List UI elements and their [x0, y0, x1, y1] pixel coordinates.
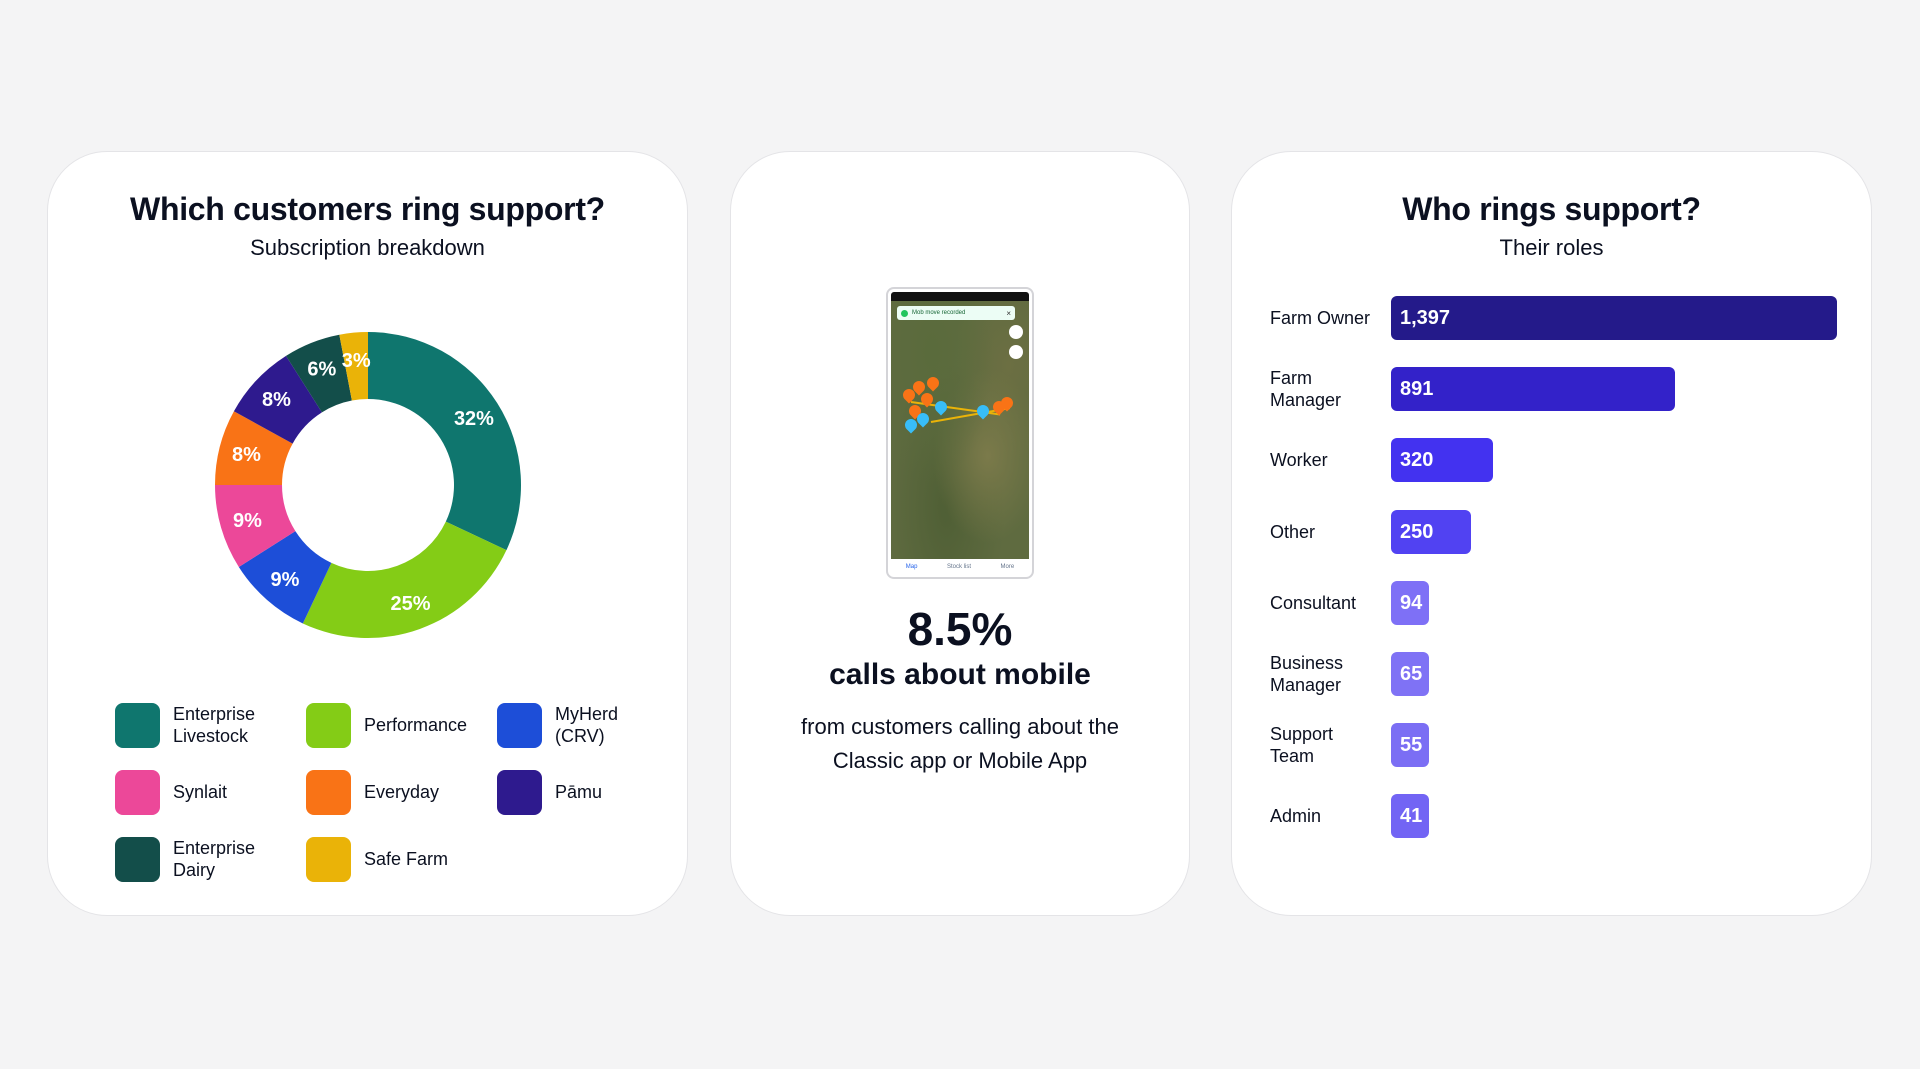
legend-label: Synlait	[173, 782, 228, 802]
donut-slice-p-mu	[233, 355, 322, 444]
nav-stock-list: Stock list	[946, 563, 971, 570]
legend-label: MyHerd (CRV)	[555, 704, 619, 746]
legend-label: Pāmu	[555, 782, 603, 802]
bar-value-label: 320	[1400, 449, 1434, 472]
bar-farm-owner: 1,397	[1391, 296, 1837, 340]
legend-item: Enterprise Dairy	[115, 836, 305, 882]
legend-label: Enterprise Livestock	[173, 704, 256, 746]
satellite-map: Mob move recorded ×	[891, 301, 1029, 559]
donut-slice-label: 32%	[454, 408, 494, 430]
legend-label: Everyday	[364, 782, 440, 802]
donut-slice-label: 8%	[262, 389, 291, 411]
legend-item: Everyday	[306, 769, 496, 815]
roles-card: Who rings support? Their roles Farm Owne…	[1231, 151, 1872, 916]
bar-value-label: 55	[1400, 734, 1423, 757]
bar-value-label: 94	[1400, 591, 1423, 614]
donut-slice-myherd-crv-	[238, 531, 332, 624]
bar-admin: 41	[1391, 794, 1429, 839]
donut-slice-performance	[302, 521, 507, 638]
subscription-donut-chart: 32% 25% 9% 9% 8% 8% 6% 3%	[215, 332, 521, 638]
mob-move-toast: Mob move recorded ×	[897, 306, 1015, 320]
roles-chart-title: Who rings support?	[1402, 191, 1701, 227]
donut-slice-synlait	[215, 485, 296, 567]
fullscreen-icon	[1009, 325, 1023, 339]
mobile-calls-card: Mob move recorded × Map Stock list More …	[730, 151, 1190, 916]
legend-swatch	[306, 836, 351, 882]
phone-status-bar	[891, 292, 1029, 301]
bar-business-manager: 65	[1391, 652, 1429, 696]
customers-chart-title: Which customers ring support?	[130, 191, 605, 227]
customers-chart-subtitle: Subscription breakdown	[250, 235, 485, 260]
layers-icon	[1009, 345, 1023, 359]
legend-label: Performance	[364, 715, 468, 735]
bar-value-label: 250	[1400, 520, 1434, 543]
bar-support-team: 55	[1391, 723, 1429, 768]
legend-swatch	[497, 769, 542, 815]
map-pin-icon	[974, 402, 992, 420]
legend-item: Performance	[306, 702, 496, 748]
donut-slice-label: 9%	[233, 510, 262, 532]
legend-item: MyHerd (CRV)	[497, 702, 687, 748]
bar-value-label: 1,397	[1400, 307, 1451, 329]
phone-nav-bar: Map Stock list More	[891, 559, 1029, 574]
roles-chart-subtitle: Their roles	[1499, 235, 1604, 260]
bar-consultant: 94	[1391, 580, 1429, 625]
bar-category-label: Admin	[1270, 806, 1322, 827]
legend-item: Synlait	[115, 769, 305, 815]
donut-slice-label: 8%	[232, 444, 261, 466]
bar-category-label: Farm Manager	[1270, 368, 1342, 411]
bar-category-label: Consultant	[1270, 592, 1357, 613]
legend-label: Safe Farm	[364, 849, 449, 869]
customers-card: Which customers ring support? Subscripti…	[47, 151, 688, 916]
bar-category-label: Support Team	[1270, 724, 1334, 767]
mobile-calls-description: from customers calling about the Classic…	[801, 714, 1119, 773]
mobile-calls-label: calls about mobile	[829, 658, 1091, 691]
toast-text: Mob move recorded	[912, 310, 966, 316]
donut-slice-label: 25%	[390, 593, 430, 615]
bar-farm-manager: 891	[1391, 367, 1676, 412]
roles-bar-chart: Farm Owner 1,397 Farm Manager 891 Worker 320 O…	[1232, 152, 1873, 917]
donut-slice-label: 9%	[271, 569, 300, 591]
bar-value-label: 891	[1400, 378, 1434, 401]
bar-value-label: 65	[1400, 663, 1423, 685]
legend-label: Enterprise Dairy	[173, 838, 256, 880]
bar-other: 250	[1391, 509, 1471, 554]
donut-slice-label: 3%	[342, 350, 371, 372]
donut-slice-safe-farm	[339, 332, 368, 401]
bar-value-label: 41	[1400, 805, 1423, 828]
nav-more: More	[1000, 563, 1015, 570]
nav-map: Map	[905, 563, 918, 570]
phone-screenshot: Mob move recorded × Map Stock list More	[886, 287, 1034, 579]
map-pin-icon	[932, 398, 950, 416]
legend-item: Safe Farm	[306, 836, 496, 882]
legend-swatch	[306, 769, 351, 815]
bar-category-label: Business Manager	[1270, 653, 1344, 695]
donut-slice-everyday	[215, 411, 293, 485]
map-pin-icon	[924, 374, 942, 392]
check-icon	[901, 309, 908, 317]
legend-item: Pāmu	[497, 769, 687, 815]
bar-category-label: Farm Owner	[1270, 308, 1371, 328]
legend-swatch	[115, 769, 160, 815]
donut-slice-label: 6%	[307, 358, 336, 380]
bar-category-label: Worker	[1270, 450, 1328, 471]
legend-swatch	[115, 836, 160, 882]
donut-slice-enterprise-livestock	[368, 332, 521, 551]
mobile-calls-percentage: 8.5%	[907, 603, 1013, 655]
bar-worker: 320	[1391, 438, 1494, 483]
legend-swatch	[115, 702, 160, 748]
legend-swatch	[306, 702, 351, 748]
legend-swatch	[497, 702, 542, 748]
donut-slice-enterprise-dairy	[286, 334, 352, 413]
bar-category-label: Other	[1270, 521, 1316, 542]
legend-item: Enterprise Livestock	[115, 702, 305, 748]
close-icon: ×	[1006, 308, 1011, 318]
